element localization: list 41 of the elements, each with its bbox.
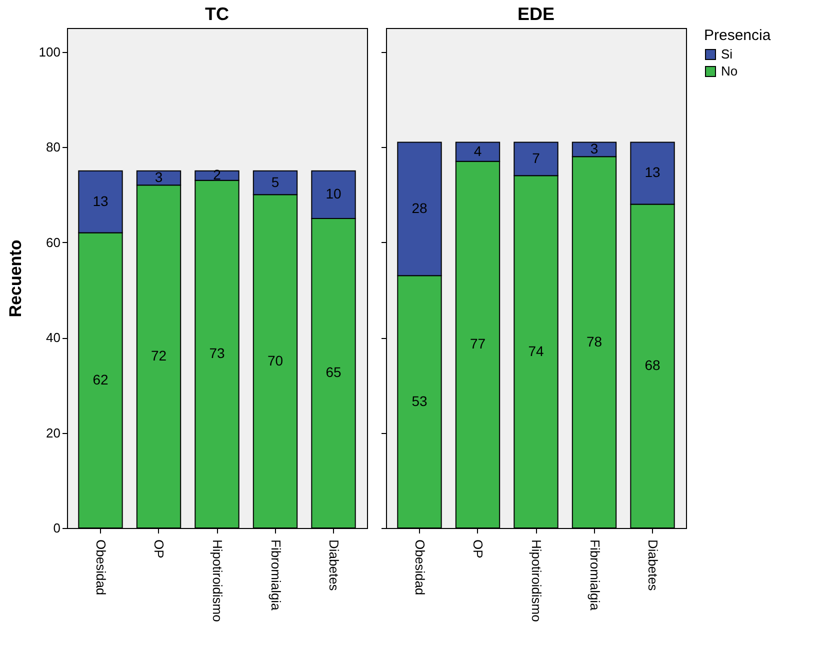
x-tick-label: OP <box>152 540 167 558</box>
data-label: 5 <box>271 174 280 190</box>
legend-label: No <box>721 64 738 78</box>
legend-title: Presencia <box>704 27 772 44</box>
y-tick-label: 20 <box>46 425 60 440</box>
data-label: 70 <box>267 352 284 368</box>
y-axis-title: Recuento <box>6 240 25 318</box>
x-tick-label: Fibromialgia <box>587 540 602 612</box>
legend-label: Si <box>721 46 733 62</box>
x-tick-label: Diabetes <box>326 540 342 592</box>
x-tick-label: Fibromialgia <box>268 540 284 612</box>
data-label: 13 <box>92 192 108 209</box>
data-label: 53 <box>412 392 428 409</box>
data-label: 65 <box>326 364 342 380</box>
data-label: 4 <box>474 142 482 159</box>
data-label: 74 <box>528 342 544 359</box>
data-label: 7 <box>532 150 540 166</box>
x-tick-label: Diabetes <box>646 540 661 592</box>
data-label: 13 <box>644 164 660 180</box>
data-label: 28 <box>412 200 428 216</box>
data-label: 78 <box>586 333 602 350</box>
x-tick-label: Obesidad <box>412 540 428 596</box>
y-tick-label: 80 <box>46 140 60 155</box>
data-label: 3 <box>154 169 163 185</box>
data-label: 3 <box>590 140 598 156</box>
chart-title: TC <box>205 4 229 24</box>
y-tick-label: 100 <box>38 44 60 60</box>
x-tick-label: Obesidad <box>93 540 108 596</box>
data-label: 73 <box>209 345 225 362</box>
data-label: 62 <box>92 371 108 388</box>
y-tick-label: 60 <box>46 234 60 250</box>
data-label: 68 <box>644 357 660 374</box>
data-label: 72 <box>150 348 167 364</box>
x-tick-label: Hipotiroidismo <box>529 540 544 622</box>
data-label: 10 <box>326 186 342 202</box>
y-tick-label: 0 <box>53 520 60 536</box>
y-tick-label: 40 <box>46 330 60 346</box>
x-tick-label: Hipotiroidismo <box>210 540 225 622</box>
data-label: 77 <box>470 336 486 352</box>
chart-title: EDE <box>517 4 555 24</box>
x-tick-label: OP <box>470 540 486 558</box>
